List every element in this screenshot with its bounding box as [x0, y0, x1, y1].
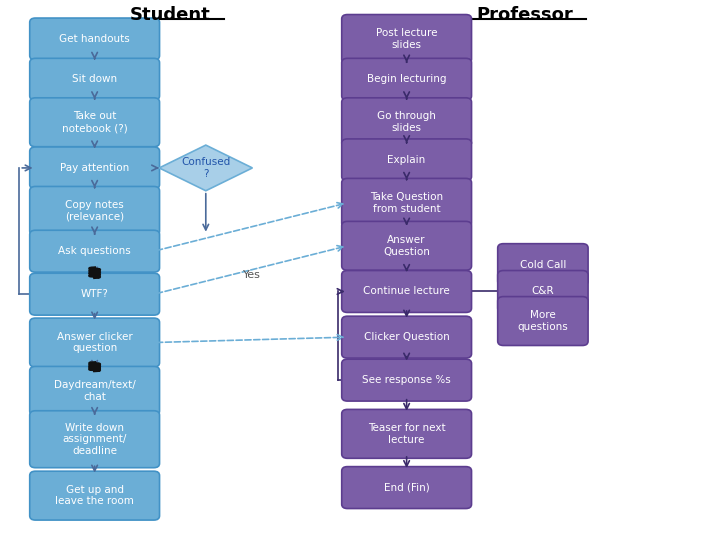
Text: Take out
notebook (?): Take out notebook (?)	[62, 111, 127, 133]
FancyBboxPatch shape	[498, 244, 588, 286]
Text: Professor: Professor	[477, 6, 573, 24]
Text: Confused
?: Confused ?	[181, 157, 230, 179]
FancyBboxPatch shape	[30, 147, 160, 189]
Text: Explain: Explain	[387, 155, 426, 165]
Text: Student: Student	[130, 6, 210, 24]
FancyBboxPatch shape	[342, 15, 472, 63]
FancyBboxPatch shape	[30, 186, 160, 235]
FancyBboxPatch shape	[342, 98, 472, 147]
FancyBboxPatch shape	[30, 367, 160, 415]
FancyBboxPatch shape	[30, 471, 160, 520]
Text: Write down
assignment/
deadline: Write down assignment/ deadline	[63, 423, 127, 456]
FancyBboxPatch shape	[342, 221, 472, 270]
FancyBboxPatch shape	[30, 411, 160, 468]
Text: Copy notes
(relevance): Copy notes (relevance)	[65, 200, 124, 222]
Text: Yes: Yes	[243, 271, 261, 280]
FancyBboxPatch shape	[342, 359, 472, 401]
Text: Ask questions: Ask questions	[58, 246, 131, 256]
FancyBboxPatch shape	[342, 409, 472, 458]
Text: Daydream/text/
chat: Daydream/text/ chat	[54, 380, 135, 402]
Text: More
questions: More questions	[518, 310, 568, 332]
FancyBboxPatch shape	[342, 467, 472, 509]
Text: C&R: C&R	[531, 287, 554, 296]
Text: Answer clicker
question: Answer clicker question	[57, 332, 132, 353]
FancyBboxPatch shape	[342, 178, 472, 227]
FancyBboxPatch shape	[342, 139, 472, 181]
FancyBboxPatch shape	[30, 230, 160, 272]
Text: Teaser for next
lecture: Teaser for next lecture	[368, 423, 446, 444]
Polygon shape	[159, 145, 253, 191]
Text: Post lecture
slides: Post lecture slides	[376, 28, 437, 50]
FancyBboxPatch shape	[30, 318, 160, 367]
Text: Continue lecture: Continue lecture	[364, 287, 450, 296]
Text: Take Question
from student: Take Question from student	[370, 192, 444, 214]
Text: Cold Call: Cold Call	[520, 260, 566, 269]
Text: Pay attention: Pay attention	[60, 163, 130, 173]
FancyBboxPatch shape	[342, 58, 472, 100]
Text: Get handouts: Get handouts	[59, 34, 130, 44]
FancyBboxPatch shape	[342, 271, 472, 313]
Text: Clicker Question: Clicker Question	[364, 332, 449, 342]
FancyBboxPatch shape	[30, 18, 160, 60]
Text: See response %s: See response %s	[362, 375, 451, 385]
Text: Begin lecturing: Begin lecturing	[367, 75, 446, 84]
FancyBboxPatch shape	[30, 58, 160, 100]
FancyBboxPatch shape	[30, 273, 160, 315]
FancyBboxPatch shape	[342, 316, 472, 358]
Text: Get up and
leave the room: Get up and leave the room	[55, 485, 134, 507]
FancyBboxPatch shape	[498, 296, 588, 346]
FancyBboxPatch shape	[498, 271, 588, 313]
Text: Sit down: Sit down	[72, 75, 117, 84]
Text: WTF?: WTF?	[81, 289, 109, 299]
FancyBboxPatch shape	[30, 98, 160, 147]
Text: Go through
slides: Go through slides	[377, 111, 436, 133]
Text: End (Fin): End (Fin)	[384, 483, 430, 492]
Text: Answer
Question: Answer Question	[383, 235, 430, 256]
